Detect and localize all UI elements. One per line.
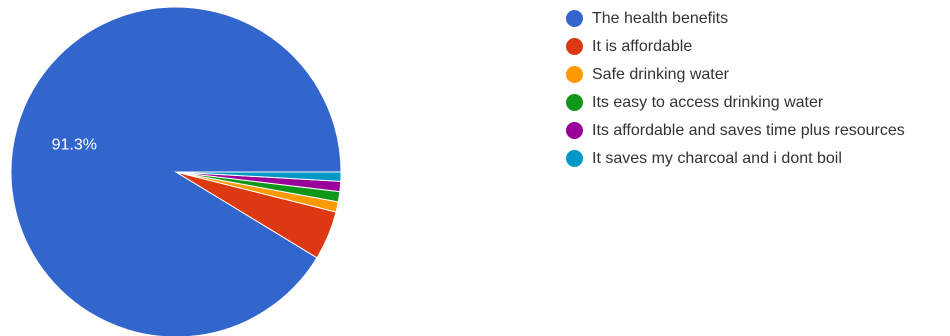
legend-item-3[interactable]: Its easy to access drinking water <box>566 92 946 114</box>
legend-label-0: The health benefits <box>592 10 729 27</box>
pie-slices <box>10 6 342 336</box>
legend-label-4: Its affordable and saves time plus resou… <box>592 122 905 139</box>
legend-item-0[interactable]: The health benefits <box>566 8 946 30</box>
legend-swatch-1 <box>566 38 583 55</box>
legend-label-3: Its easy to access drinking water <box>592 94 824 111</box>
legend-swatch-2 <box>566 66 583 83</box>
legend-item-1[interactable]: It is affordable <box>566 36 946 58</box>
legend-swatch-5 <box>566 150 583 167</box>
pie-slice-label-0: 91.3% <box>52 136 97 153</box>
legend-label-5: It saves my charcoal and i dont boil <box>592 150 842 167</box>
legend: The health benefits It is affordable Safe … <box>566 8 946 176</box>
legend-swatch-3 <box>566 94 583 111</box>
pie-data-labels: 91.3% <box>52 136 97 153</box>
legend-swatch-4 <box>566 122 583 139</box>
legend-swatch-0 <box>566 10 583 27</box>
legend-label-1: It is affordable <box>592 38 693 55</box>
legend-label-2: Safe drinking water <box>592 66 729 83</box>
pie-slice-5[interactable] <box>175 171 342 182</box>
legend-item-5[interactable]: It saves my charcoal and i dont boil <box>566 148 946 170</box>
legend-item-4[interactable]: Its affordable and saves time plus resou… <box>566 120 946 142</box>
legend-item-2[interactable]: Safe drinking water <box>566 64 946 86</box>
